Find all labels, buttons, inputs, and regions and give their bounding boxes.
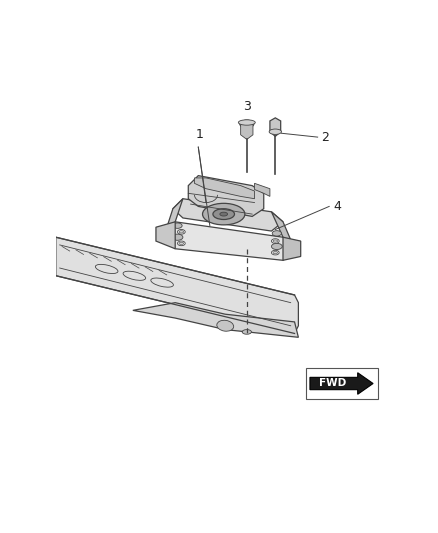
Ellipse shape — [272, 244, 282, 249]
Ellipse shape — [273, 252, 278, 254]
Ellipse shape — [177, 241, 185, 246]
Text: 1: 1 — [196, 128, 204, 141]
Ellipse shape — [269, 129, 282, 134]
Polygon shape — [306, 368, 378, 399]
Polygon shape — [56, 263, 287, 322]
Polygon shape — [164, 199, 183, 237]
Ellipse shape — [213, 209, 234, 220]
Ellipse shape — [172, 234, 183, 240]
Ellipse shape — [238, 120, 255, 125]
Ellipse shape — [217, 320, 233, 331]
Ellipse shape — [177, 230, 185, 234]
Text: 4: 4 — [333, 200, 341, 213]
Polygon shape — [283, 237, 301, 260]
Ellipse shape — [242, 329, 251, 334]
Ellipse shape — [240, 120, 254, 128]
Ellipse shape — [272, 251, 279, 255]
Ellipse shape — [173, 223, 182, 228]
Polygon shape — [164, 222, 294, 260]
Ellipse shape — [220, 212, 228, 216]
Ellipse shape — [272, 231, 282, 236]
Ellipse shape — [273, 240, 278, 242]
Polygon shape — [173, 199, 283, 231]
Polygon shape — [56, 237, 298, 334]
Polygon shape — [254, 183, 270, 196]
Ellipse shape — [179, 231, 184, 233]
Text: 3: 3 — [243, 100, 251, 113]
Ellipse shape — [272, 239, 279, 244]
Polygon shape — [156, 222, 175, 249]
Polygon shape — [272, 212, 294, 249]
Polygon shape — [240, 124, 253, 140]
Polygon shape — [56, 249, 287, 308]
Polygon shape — [310, 373, 373, 394]
Text: 2: 2 — [321, 131, 329, 143]
Ellipse shape — [202, 203, 245, 225]
Polygon shape — [270, 118, 281, 136]
Ellipse shape — [179, 242, 184, 245]
Polygon shape — [133, 303, 298, 337]
Polygon shape — [194, 178, 254, 199]
Polygon shape — [188, 175, 264, 216]
Text: FWD: FWD — [319, 378, 346, 387]
